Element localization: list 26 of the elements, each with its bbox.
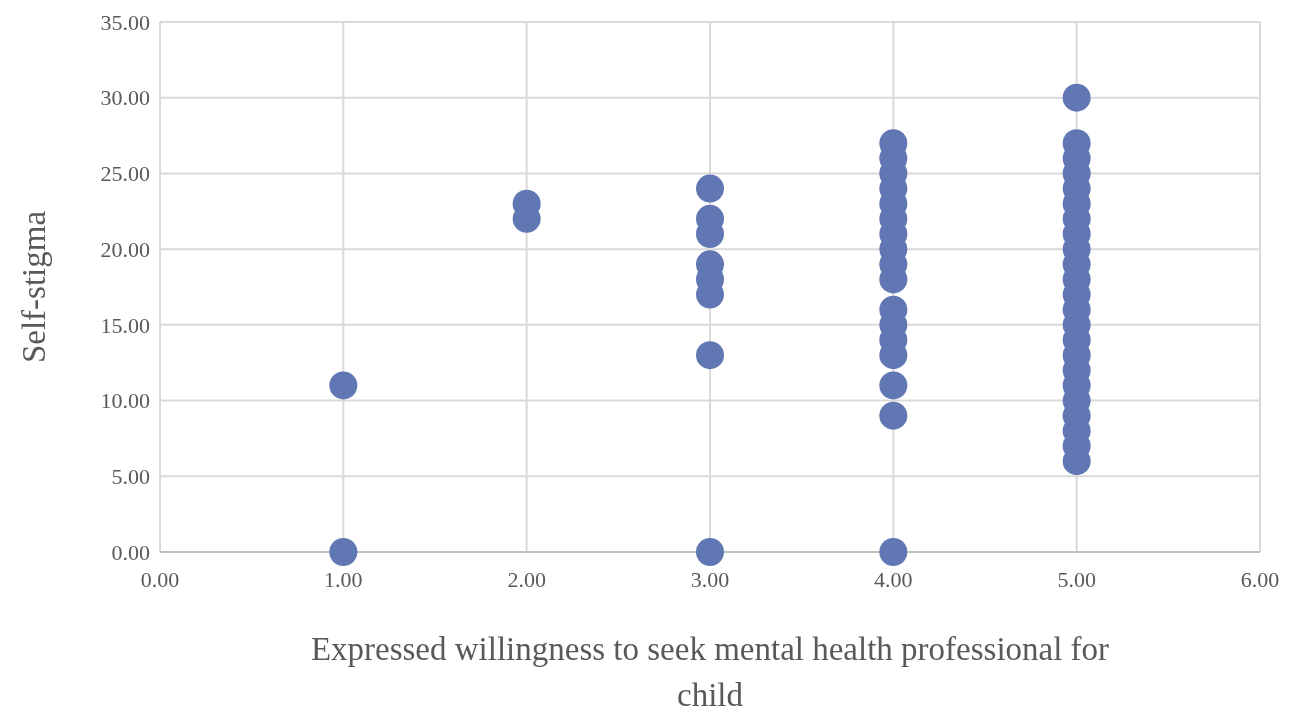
y-tick-label: 35.00 — [100, 9, 150, 35]
point — [879, 538, 908, 566]
point — [696, 341, 724, 370]
y-tick-label: 10.00 — [100, 388, 150, 414]
x-tick-label: 0.00 — [140, 567, 180, 592]
point — [879, 401, 908, 430]
y-tick-label: 30.00 — [100, 85, 150, 111]
x-tick-label: 6.00 — [1240, 567, 1280, 592]
point — [696, 538, 724, 566]
point — [696, 174, 724, 203]
x-tick-label: 3.00 — [690, 567, 730, 592]
x-axis-title: Expressed willingness to seek mental health professional for child — [310, 631, 1110, 713]
point — [879, 371, 908, 400]
point — [329, 371, 358, 400]
y-tick-label: 0.00 — [111, 539, 150, 565]
point — [329, 538, 358, 566]
y-axis-title: Self-stigma — [16, 210, 52, 364]
x-tick-label: 4.00 — [874, 567, 913, 592]
y-tick-label: 5.00 — [111, 463, 150, 489]
y-tick-label: 25.00 — [100, 161, 150, 187]
x-tick-label: 1.00 — [324, 567, 363, 592]
x-tick-label: 5.00 — [1057, 567, 1096, 592]
y-tick-label: 15.00 — [100, 312, 150, 338]
x-tick-label: 2.00 — [507, 567, 546, 592]
y-tick-label: 20.00 — [100, 236, 150, 262]
point — [1062, 83, 1091, 112]
